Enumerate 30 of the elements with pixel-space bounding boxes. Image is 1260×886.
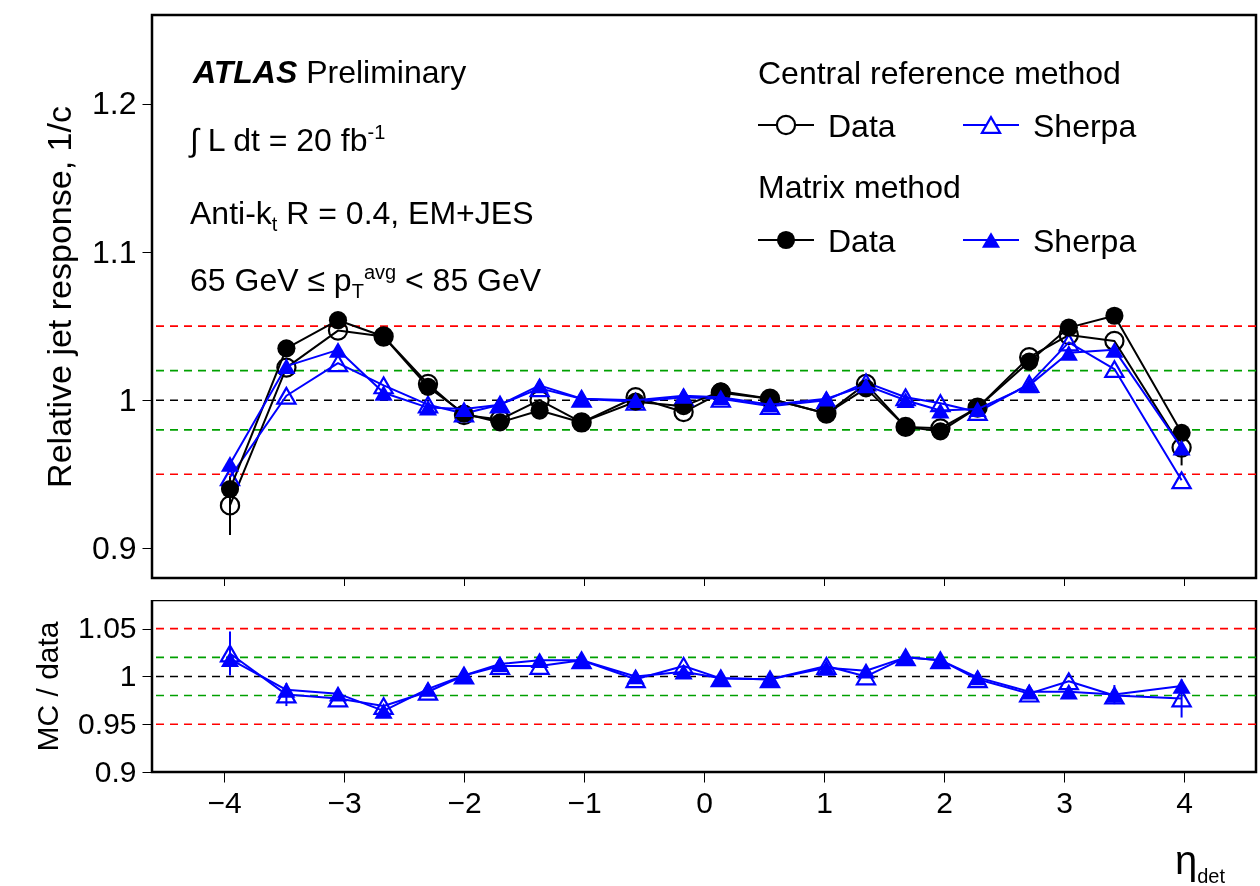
annotation: 65 GeV ≤ p$_{T}$$^{avg}$ < 85 GeV [190,261,542,303]
x-tick-label: 3 [1056,785,1073,819]
y-tick-label: 1 [118,381,137,418]
y-tick-label: 1 [119,658,137,692]
legend-label: Sherpa [1033,223,1137,259]
legend-label: Data [828,223,896,259]
y-tick-label: 1.1 [92,233,137,270]
y-tick-label: 1.2 [92,85,137,122]
y-axis-title: Relative jet response, 1/c [40,106,79,488]
legend-label: Data [828,108,896,144]
text: ATLAS Preliminary [193,54,467,90]
annotation: Anti-k$_{t}$ R = 0.4, EM+JES [190,195,534,236]
y-tick-label: 0.95 [78,706,137,740]
legend-label: Sherpa [1033,108,1137,144]
x-axis-title: η$_{det}$ [1175,838,1226,886]
y-tick-label: 0.9 [92,529,137,566]
y-tick-label: 1.05 [78,611,137,645]
x-tick-label: 1 [816,785,833,819]
annotation: Matrix method [758,169,961,205]
y-tick-label: 0.9 [94,754,137,788]
x-tick-label: −4 [207,785,242,819]
x-tick-label: 0 [696,785,713,819]
x-tick-label: −1 [567,785,602,819]
x-tick-label: 4 [1176,785,1193,819]
x-tick-label: −3 [327,785,362,819]
annotation: ∫ L dt = 20 fb$^{-1}$ [190,121,386,158]
y-axis-title: MC / data [31,621,65,752]
x-tick-label: 2 [936,785,953,819]
x-tick-label: −2 [447,785,482,819]
annotation: Central reference method [758,55,1121,91]
